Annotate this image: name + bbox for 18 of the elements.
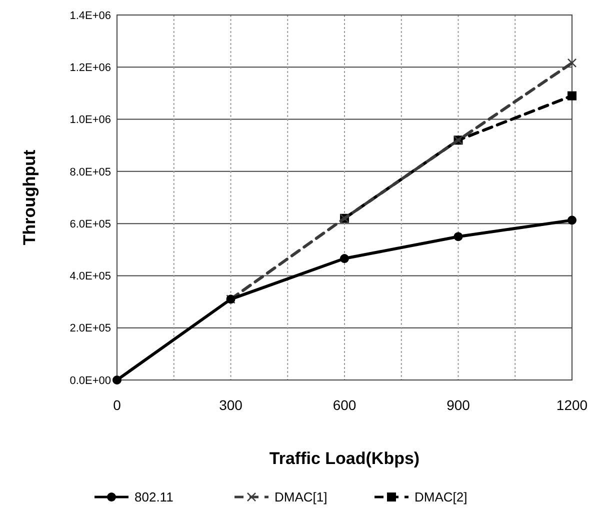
- legend-label: DMAC[2]: [414, 490, 468, 505]
- y-tick-label: 1.0E+06: [70, 114, 111, 126]
- y-tick-label: 1.2E+06: [70, 62, 111, 74]
- y-tick-label: 4.0E+05: [70, 270, 111, 283]
- y-axis-title: Throughput: [20, 149, 39, 246]
- y-tick-label: 2.0E+05: [70, 322, 111, 335]
- x-axis-title: Traffic Load(Kbps): [269, 449, 420, 468]
- y-tick-label: 0.0E+00: [70, 374, 111, 387]
- x-tick-label: 0: [113, 397, 122, 413]
- x-tick-label: 300: [219, 397, 243, 413]
- x-tick-label: 900: [446, 397, 470, 413]
- y-tick-label: 1.4E+06: [70, 10, 111, 22]
- legend-label: DMAC[1]: [274, 490, 328, 505]
- x-tick-label: 1200: [556, 397, 588, 413]
- y-tick-label: 6.0E+05: [70, 218, 111, 230]
- y-tick-label: 8.0E+05: [70, 166, 111, 178]
- x-tick-label: 600: [332, 397, 356, 413]
- legend-label: 802.11: [134, 490, 174, 505]
